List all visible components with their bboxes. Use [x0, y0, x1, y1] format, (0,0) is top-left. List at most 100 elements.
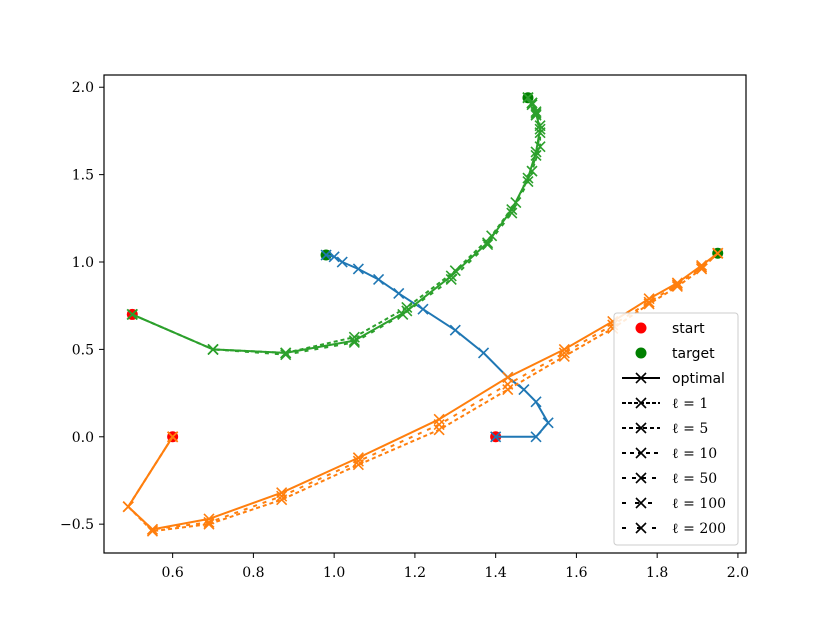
trajectory-point	[449, 324, 461, 336]
trajectory-point	[352, 263, 364, 275]
trajectory-0	[320, 249, 554, 443]
y-tick-label: 0.5	[72, 342, 94, 358]
trajectory-point	[336, 256, 348, 268]
legend-label: ℓ = 5	[672, 421, 708, 437]
trajectory-point	[146, 523, 159, 535]
legend-label: target	[672, 346, 715, 362]
trajectory-point	[433, 424, 445, 436]
legend-label: optimal	[672, 371, 725, 387]
legend-marker	[635, 347, 647, 359]
legend-x-marker	[635, 497, 647, 509]
trajectory-point	[445, 273, 457, 286]
trajectory-point	[502, 378, 514, 390]
trajectory-point	[506, 207, 518, 219]
trajectory-point	[280, 349, 292, 361]
trajectory-point	[348, 336, 360, 348]
y-tick-label: 1.0	[72, 255, 94, 271]
trajectory-point	[518, 384, 530, 396]
x-tick-label: 1.8	[646, 565, 668, 581]
legend-entry: ℓ = 1	[622, 396, 708, 412]
trajectory-point	[558, 350, 570, 362]
trajectory-point	[433, 418, 445, 431]
trajectory-point	[530, 396, 542, 408]
trajectory-point	[643, 298, 655, 310]
trajectory-point	[433, 413, 445, 425]
legend-box	[613, 312, 739, 546]
x-tick-label: 1.6	[565, 565, 587, 581]
trajectory-point	[486, 230, 498, 242]
trajectory-point	[477, 347, 490, 359]
axes-frame	[103, 74, 747, 554]
legend-label: start	[672, 321, 705, 337]
y-tick-label: 0.0	[72, 430, 94, 446]
trajectory-point	[502, 384, 514, 396]
legend-entry: ℓ = 100	[622, 496, 726, 512]
trajectory-point	[401, 301, 413, 314]
trajectory-4	[126, 92, 546, 359]
trajectory-point	[696, 261, 708, 273]
trajectory-point	[167, 431, 179, 443]
trajectory-point	[522, 92, 534, 104]
trajectory-point	[530, 431, 542, 443]
trajectory-point	[122, 501, 134, 513]
trajectory-point	[373, 273, 385, 286]
trajectory-point	[203, 516, 215, 528]
trajectory-line-6	[131, 97, 542, 356]
trajectory-point	[712, 247, 724, 259]
trajectory-point	[530, 109, 542, 121]
trajectory-point	[643, 296, 655, 308]
x-tick-label: 2.0	[727, 565, 749, 581]
trajectory-point	[534, 141, 546, 153]
trajectory-5	[126, 92, 546, 359]
trajectory-point	[348, 331, 360, 343]
legend-label: ℓ = 10	[672, 446, 717, 462]
legend-entry: ℓ = 5	[622, 421, 708, 437]
trajectory-point	[449, 265, 461, 277]
trajectory-point	[671, 277, 683, 289]
legend-x-marker	[635, 422, 647, 434]
x-tick-label: 1.0	[323, 565, 345, 581]
legend-x-marker	[635, 372, 647, 384]
legend-entry: target	[635, 346, 715, 362]
trajectory-point	[530, 149, 542, 161]
legend: start target optimal ℓ = 1 ℓ = 5 ℓ = 10 ℓ = 50…	[613, 312, 739, 546]
legend-x-marker	[635, 472, 647, 484]
trajectory-point	[352, 459, 364, 471]
trajectory-point	[542, 417, 554, 429]
trajectory-point	[643, 293, 655, 305]
x-tick-label: 0.6	[162, 565, 184, 581]
legend-entry: start	[635, 321, 705, 337]
legend-x-marker	[635, 447, 647, 459]
trajectory-6	[126, 92, 546, 361]
legend-x-marker	[635, 397, 647, 409]
legend-label: ℓ = 1	[672, 396, 708, 412]
legend-entry: optimal	[622, 371, 725, 387]
legend-label: ℓ = 200	[672, 521, 726, 537]
trajectory-point	[393, 287, 405, 300]
trajectory-line-4	[131, 97, 542, 354]
legend-entry: ℓ = 200	[622, 521, 726, 537]
trajectory-point	[526, 99, 538, 111]
trajectory-line-5	[131, 97, 542, 354]
legend-entry: ℓ = 50	[622, 471, 717, 487]
trajectory-point	[207, 343, 219, 355]
trajectory-point	[280, 347, 292, 359]
trajectory-point	[417, 303, 429, 315]
y-tick-label: −0.5	[60, 517, 94, 533]
trajectory-point	[696, 259, 708, 272]
trajectory-point	[534, 123, 546, 135]
trajectory-point	[320, 249, 332, 261]
legend-label: ℓ = 100	[672, 496, 726, 512]
trajectory-point	[671, 279, 683, 291]
trajectory-line-3	[127, 252, 719, 531]
trajectory-point	[203, 518, 215, 530]
trajectory-point	[352, 455, 364, 467]
legend-x-marker	[635, 522, 647, 534]
trajectory-line-1	[127, 252, 719, 531]
trajectory-point	[445, 270, 457, 282]
plot-area	[122, 92, 724, 537]
y-tick-label: 2.0	[72, 80, 94, 96]
x-tick-label: 1.2	[404, 565, 426, 581]
trajectory-point	[397, 308, 409, 321]
